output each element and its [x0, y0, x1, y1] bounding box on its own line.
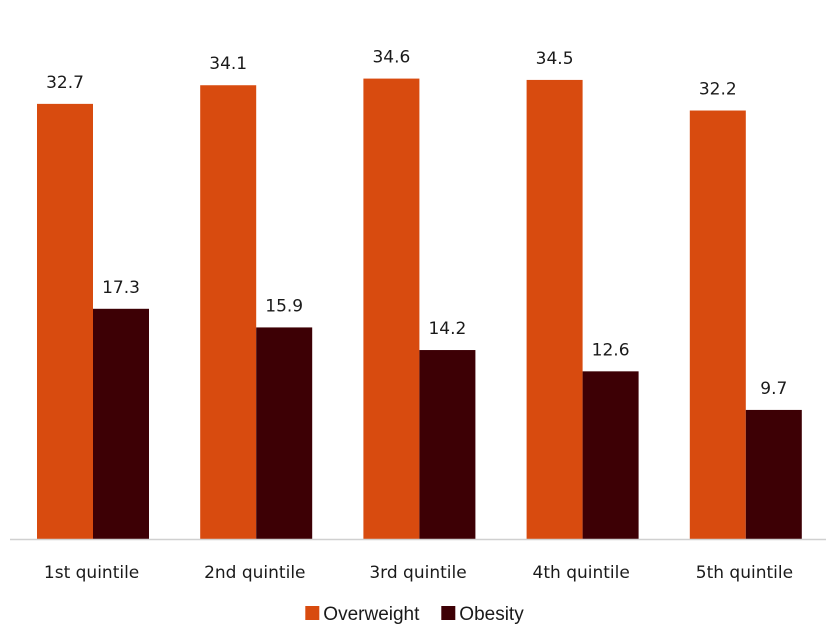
legend-label-obesity: Obesity: [459, 604, 524, 625]
data-label-overweight-2: 34.1: [209, 54, 247, 74]
data-label-overweight-1: 32.7: [46, 73, 84, 93]
data-label-obesity-4: 12.6: [592, 340, 630, 360]
x-tick-label-4: 4th quintile: [533, 563, 630, 583]
x-tick-labels-group: 1st quintile 2nd quintile 3rd quintile 4th …: [44, 563, 793, 583]
bar-overweight-5: [689, 110, 746, 539]
x-tick-label-2: 2nd quintile: [204, 563, 305, 583]
x-tick-label-1: 1st quintile: [44, 563, 139, 583]
x-tick-label-5: 5th quintile: [696, 563, 793, 583]
data-label-overweight-3: 34.6: [372, 48, 410, 68]
data-label-overweight-4: 34.5: [536, 49, 574, 69]
legend-swatch-overweight: [305, 606, 320, 620]
bar-overweight-3: [363, 78, 420, 540]
bar-obesity-5: [745, 409, 802, 539]
legend-label-overweight: Overweight: [323, 604, 420, 625]
legend: Overweight Obesity: [305, 604, 524, 625]
bar-overweight-4: [526, 79, 583, 540]
data-label-overweight-5: 32.2: [699, 80, 737, 100]
data-label-obesity-3: 14.2: [428, 319, 466, 339]
x-tick-label-3: 3rd quintile: [369, 563, 466, 583]
legend-swatch-obesity: [441, 606, 456, 620]
data-label-obesity-2: 15.9: [265, 296, 303, 316]
value-labels-group: 32.7 17.3 34.1 15.9 34.6 14.2 34.5 12.6 32.2 9.7: [46, 48, 787, 399]
bars-group: [37, 78, 802, 540]
bar-obesity-2: [256, 327, 313, 539]
data-label-obesity-5: 9.7: [760, 379, 787, 399]
bar-overweight-1: [37, 103, 93, 539]
bar-obesity-3: [419, 350, 476, 539]
bar-obesity-1: [93, 308, 149, 539]
bar-overweight-2: [200, 85, 257, 539]
data-label-obesity-1: 17.3: [102, 278, 140, 298]
bar-obesity-4: [582, 371, 639, 539]
